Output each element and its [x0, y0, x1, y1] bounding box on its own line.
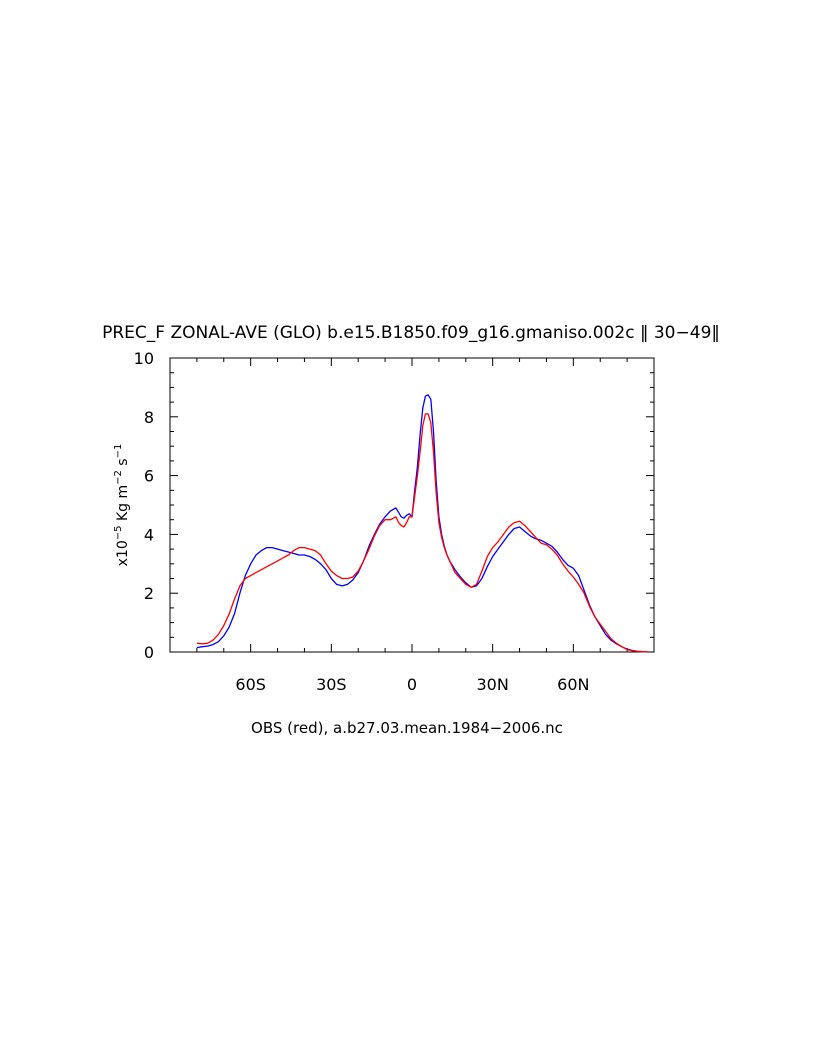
y-tick-label-4: 8: [144, 408, 154, 427]
plot-frame: [169, 357, 655, 653]
y-label-mid2: s: [115, 458, 131, 470]
y-tick-labels: 0 2 4 6 8 10: [134, 349, 154, 662]
y-label-mid1: Kg m: [115, 485, 131, 526]
x-axis-label: OBS (red), a.b27.03.mean.1984−2006.nc: [251, 719, 563, 737]
series-line-0: [196, 394, 649, 653]
y-label-base: x10: [115, 540, 131, 566]
x-tick-label-4: 60N: [557, 675, 589, 694]
y-label-exp2: −2: [113, 470, 124, 485]
y-label-exp3: −1: [113, 444, 124, 459]
x-tick-label-2: 0: [407, 675, 417, 694]
series-line-1: [196, 413, 649, 653]
x-tick-labels: 60S 30S 0 30N 60N: [235, 675, 589, 694]
x-tick-label-0: 60S: [235, 675, 266, 694]
y-tick-label-3: 6: [144, 467, 154, 486]
y-label-exp1: −5: [113, 526, 124, 541]
y-axis-label: x10−5 Kg m−2 s−1: [113, 444, 131, 567]
y-tick-label-5: 10: [134, 349, 154, 368]
x-tick-label-3: 30N: [477, 675, 509, 694]
y-tick-label-1: 2: [144, 584, 154, 603]
x-tick-label-1: 30S: [316, 675, 347, 694]
chart-title: PREC_F ZONAL-AVE (GLO) b.e15.B1850.f09_g…: [102, 323, 720, 343]
y-tick-label-0: 0: [144, 643, 154, 662]
series-lines: [196, 394, 649, 653]
axis-ticks: [170, 357, 654, 653]
y-tick-label-2: 4: [144, 525, 154, 544]
